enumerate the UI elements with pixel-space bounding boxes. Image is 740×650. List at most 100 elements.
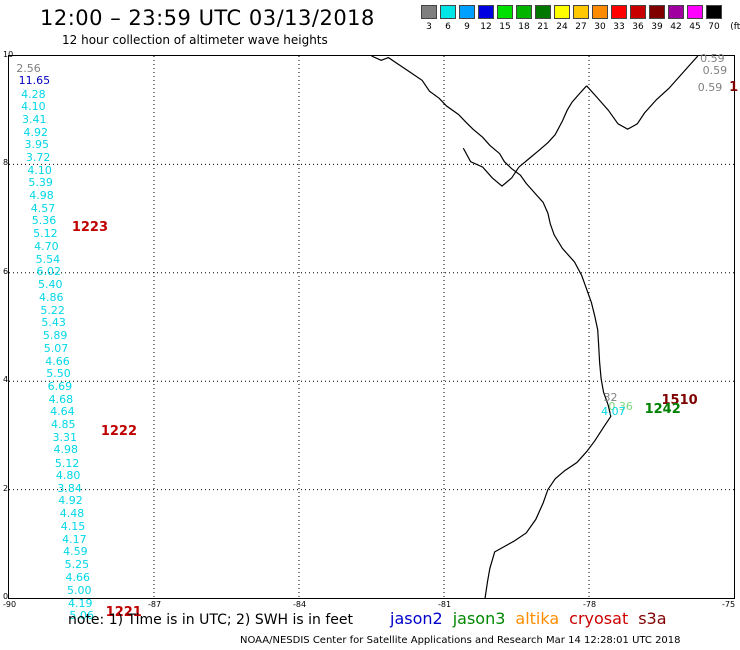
lat-tick-label: 2 — [3, 483, 9, 493]
wave-height-obs: 5.40 — [38, 278, 63, 292]
scale-swatch — [497, 5, 513, 19]
scale-units: (ft) — [730, 22, 740, 32]
wave-height-obs: 32 — [603, 391, 618, 405]
pass-time-label: 1242 — [644, 402, 681, 418]
lat-tick-label: 10 — [3, 50, 14, 59]
pass-time-label: 1222 — [100, 424, 138, 440]
scale-label: 3 — [426, 22, 432, 32]
wave-height-obs: 4.80 — [55, 468, 81, 482]
lat-tick-label: 4 — [3, 375, 9, 385]
legend-item-cryosat: cryosat — [569, 609, 629, 628]
scale-label: 27 — [575, 22, 587, 32]
scale-label: 70 — [708, 22, 720, 32]
scale-label: 15 — [499, 22, 511, 32]
map-canvas — [9, 56, 734, 598]
scale-swatch — [668, 5, 684, 19]
scale-swatch — [516, 5, 532, 19]
wave-height-obs: 11.65 — [18, 74, 51, 88]
wave-height-obs: 2.56 — [16, 61, 41, 75]
pass-time-label: 1223 — [71, 219, 109, 235]
wave-height-obs: 6.69 — [47, 380, 73, 394]
scale-label: 30 — [594, 22, 606, 32]
scale-label: 39 — [651, 22, 663, 32]
scale-swatch — [630, 5, 646, 19]
subtitle: 12 hour collection of altimeter wave hei… — [62, 33, 328, 47]
wave-height-obs: 4.07 — [601, 405, 626, 418]
wave-height-obs: 5.50 — [46, 367, 71, 381]
pass-time-label: 1510 — [661, 393, 698, 409]
wave-height-obs: 5.22 — [40, 303, 65, 317]
scale-swatch — [592, 5, 608, 19]
wave-height-obs: 0.59 — [702, 63, 728, 77]
scale-label: 42 — [670, 22, 682, 32]
wave-height-obs: 4.85 — [51, 418, 76, 432]
wave-height-obs: 5.39 — [28, 176, 53, 190]
wave-height-obs: 3.84 — [57, 481, 82, 495]
lon-tick-label: -84 — [293, 600, 307, 609]
pass-time-label: 1 — [729, 79, 739, 95]
lon-tick-label: -90 — [3, 600, 17, 609]
wave-height-obs: 4.48 — [59, 507, 85, 521]
legend-item-altika: altika — [515, 609, 560, 628]
wave-height-obs: 3.31 — [52, 431, 78, 445]
scale-label: 24 — [556, 22, 568, 32]
scale-label: 36 — [632, 22, 644, 32]
scale-swatch — [649, 5, 665, 19]
map-panel[interactable]: 0 2 4 6 8 10 -90 -87 -84 -81 -78 -75 2.56 11.65 4.28 4.… — [3, 50, 739, 622]
lat-tick-label: 8 — [3, 158, 9, 168]
scale-label: 21 — [537, 22, 549, 32]
scale-swatch — [478, 5, 494, 19]
wave-height-obs: 5.43 — [41, 316, 66, 330]
wave-height-obs: 4.92 — [58, 494, 83, 508]
wave-height-obs: 4.86 — [38, 290, 64, 304]
wave-height-obs: 4.66 — [65, 571, 91, 585]
wave-height-obs: 5.07 — [43, 341, 69, 355]
wave-height-obs: 4.59 — [63, 545, 88, 559]
wave-height-obs: 0.59 — [700, 51, 725, 65]
lat-tick-label: 0 — [3, 592, 9, 601]
lon-tick-label: -78 — [583, 600, 597, 609]
wave-height-obs: 4.17 — [62, 532, 87, 546]
lon-tick-label: -87 — [148, 600, 162, 609]
page-title: 12:00 – 23:59 UTC 03/13/2018 — [40, 6, 375, 30]
wave-height-obs: 5.25 — [64, 558, 90, 572]
wave-height-obs: 5.54 — [35, 252, 61, 266]
wave-height-obs: 4.66 — [45, 354, 70, 368]
wave-height-obs: 5.12 — [33, 227, 58, 241]
wave-height-obs: 4.68 — [48, 392, 74, 406]
scale-swatch — [459, 5, 475, 19]
wave-height-obs: 5.12 — [54, 456, 80, 470]
scale-label: 9 — [464, 22, 470, 32]
wave-height-obs: 3.95 — [24, 138, 49, 152]
scale-swatch — [440, 5, 456, 19]
wave-height-obs: 4.10 — [27, 163, 52, 177]
coastline-north — [586, 56, 699, 130]
units-note: note: 1) Time is in UTC; 2) SWH is in fe… — [68, 612, 354, 628]
scale-swatch — [421, 5, 437, 19]
wave-height-obs: 5.06 — [69, 609, 94, 623]
pass-time-label: 1221 — [105, 604, 142, 620]
wave-height-obs: 3.72 — [25, 150, 51, 164]
wave-height-obs: 4.10 — [21, 100, 46, 114]
wave-height-obs: 4.28 — [21, 87, 46, 101]
scale-label: 18 — [518, 22, 530, 32]
wave-height-obs: 0.59 — [697, 80, 723, 94]
legend-item-jason3: jason3 — [452, 609, 506, 628]
scale-swatch — [706, 5, 722, 19]
wave-height-obs: 4.64 — [50, 405, 75, 418]
lat-tick-label: 6 — [3, 266, 9, 276]
wave-height-obs: 4.57 — [30, 201, 56, 215]
legend-item-s3a: s3a — [638, 609, 667, 628]
wave-height-obs: 5.00 — [67, 583, 92, 597]
wave-height-obs: 4.98 — [53, 443, 78, 457]
scale-swatch — [611, 5, 627, 19]
scale-label: 33 — [613, 22, 625, 32]
scale-label: 6 — [445, 22, 451, 32]
scale-swatch — [687, 5, 703, 19]
wave-height-obs: 0.36 — [608, 399, 633, 413]
scale-label: 12 — [480, 22, 492, 32]
scale-label: 45 — [689, 22, 701, 32]
wave-height-obs: 3.41 — [22, 112, 47, 126]
legend-item-jason2: jason2 — [390, 609, 443, 628]
wave-height-obs: 4.92 — [23, 125, 49, 139]
